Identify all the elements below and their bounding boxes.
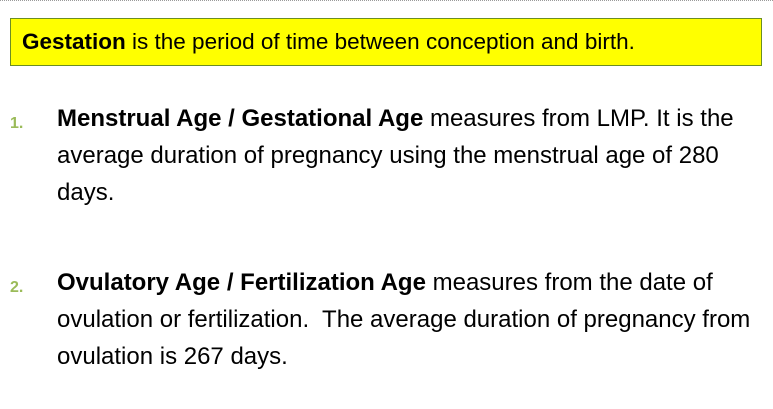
list-item-text: Ovulatory Age / Fertilization Age measur… [57,264,762,375]
definition-callout: Gestation is the period of time between … [10,18,762,66]
list-item-text: Menstrual Age / Gestational Age measures… [57,100,762,211]
list-item-term: Menstrual Age / Gestational Age [57,105,424,132]
list-item-description: measures from the date of ovulation or f… [57,269,757,370]
list-item-number: 1. [10,115,24,132]
definition-term: Gestation [22,29,126,54]
top-divider [0,0,773,1]
list-item-term: Ovulatory Age / Fertilization Age [57,269,426,296]
definition-text: is the period of time between conception… [125,29,635,54]
list-item-number: 2. [10,279,24,296]
definition-sentence: Gestation is the period of time between … [22,29,635,55]
list-item-description: measures from LMP. It is the average dur… [57,105,734,206]
